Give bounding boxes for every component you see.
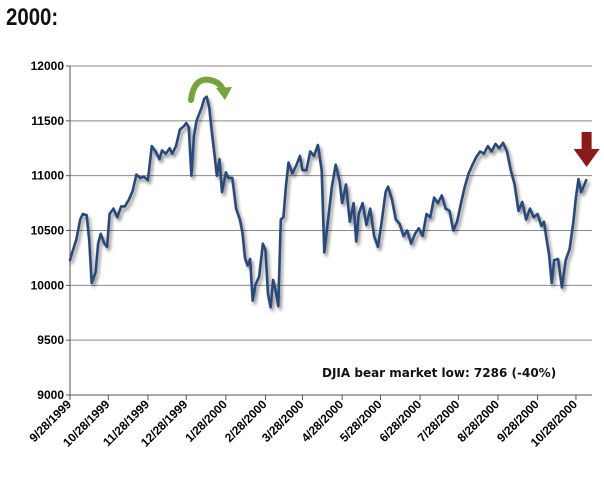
y-tick-label: 10000 <box>31 278 65 292</box>
marker-layer <box>187 76 600 167</box>
curved-arrow-icon <box>187 76 232 103</box>
down-arrow-icon <box>573 132 600 167</box>
y-tick-label: 9000 <box>37 388 64 402</box>
y-tick-label: 11000 <box>31 169 64 183</box>
page-title: 2000: <box>6 4 59 31</box>
y-tick-label: 9500 <box>37 333 64 347</box>
y-tick-label: 12000 <box>31 59 65 73</box>
chart-annotation: DJIA bear market low: 7286 (-40%) <box>322 366 556 380</box>
series-line <box>68 95 588 309</box>
y-axis-ticks: 9000 9500 10000 10500 11000 11500 12000 <box>31 59 70 402</box>
y-tick-label: 10500 <box>31 224 65 238</box>
series-layer <box>68 95 588 309</box>
x-axis-ticks: 9/28/199910/28/199911/28/199912/28/19991… <box>26 395 580 450</box>
x-tick-label: 5/28/2000 <box>337 397 385 445</box>
x-tick-label: 7/28/2000 <box>415 397 463 445</box>
y-tick-label: 11500 <box>31 114 64 128</box>
x-tick-label: 8/28/2000 <box>454 397 502 445</box>
gridlines <box>70 65 592 341</box>
x-tick-label: 1/28/2000 <box>182 397 230 445</box>
